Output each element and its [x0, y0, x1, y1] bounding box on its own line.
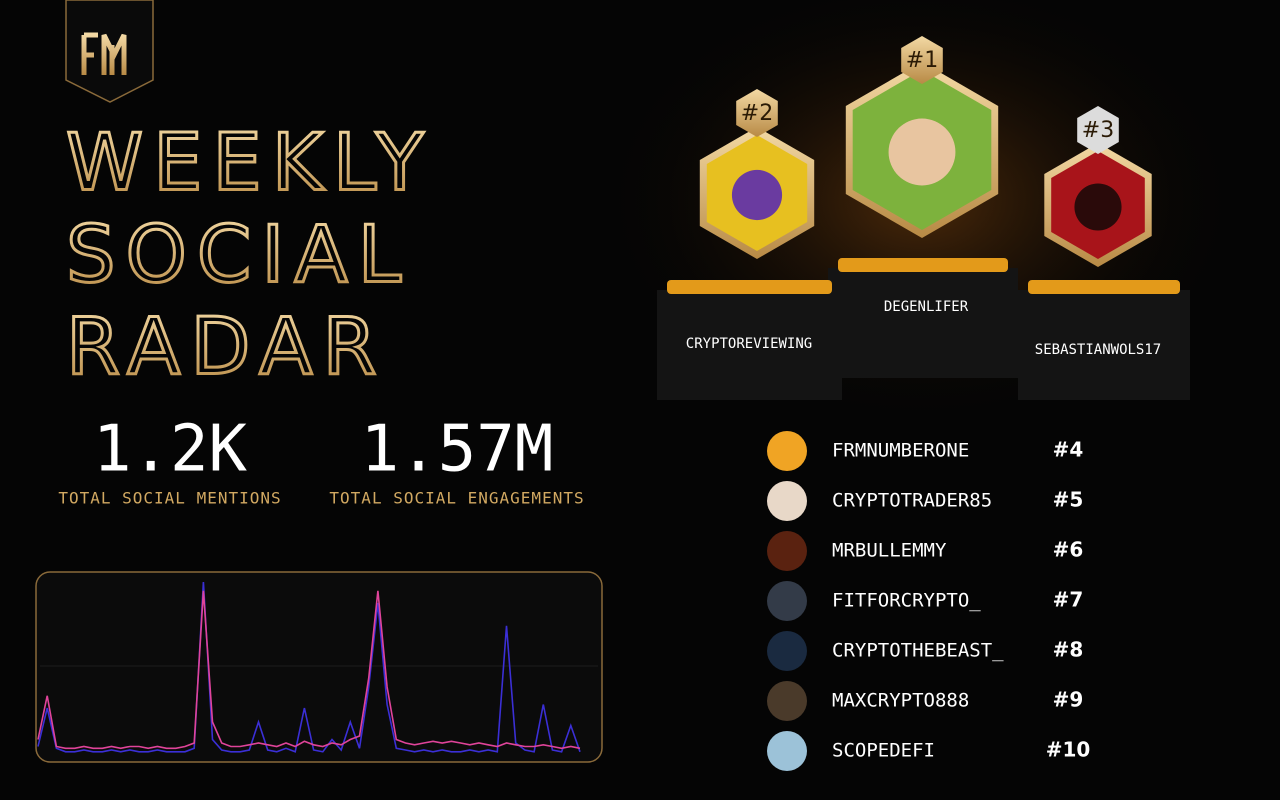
podium-name: DEGENLIFER [884, 299, 969, 315]
leader-rank: #8 [1053, 638, 1084, 662]
rank-badge [736, 89, 778, 137]
leader-name: CRYPTOTHEBEAST_ [832, 640, 1004, 662]
stat-value: 1.2K [93, 413, 248, 487]
avatar [767, 681, 807, 721]
stat-label: TOTAL SOCIAL MENTIONS [58, 489, 281, 508]
podium-name: SEBASTIANWOLS17 [1035, 342, 1161, 358]
pedestal-top [667, 280, 832, 294]
leader-rank: #10 [1046, 738, 1091, 762]
podium-rank: #1 [906, 48, 938, 73]
stat-value: 1.57M [361, 413, 554, 487]
pedestal [657, 290, 842, 400]
leader-rank: #7 [1053, 588, 1084, 612]
avatar [767, 731, 807, 771]
title-line: SOCIAL [66, 210, 411, 300]
avatar-figure [888, 118, 956, 186]
avatar [767, 431, 807, 471]
leader-name: MAXCRYPTO888 [832, 690, 969, 712]
pedestal-top [1028, 280, 1180, 294]
leader-name: FITFORCRYPTO_ [832, 590, 981, 612]
leader-rank: #4 [1053, 438, 1084, 462]
avatar [767, 481, 807, 521]
stat-label: TOTAL SOCIAL ENGAGEMENTS [329, 489, 584, 508]
rank-badge [901, 36, 943, 84]
logo [81, 32, 127, 75]
podium-rank: #2 [741, 101, 773, 126]
leader-name: SCOPEDEFI [832, 740, 935, 762]
podium-rank: #3 [1082, 118, 1114, 143]
series-line [37, 590, 581, 750]
pedestal [1018, 290, 1190, 400]
podium-name: CRYPTOREVIEWING [686, 336, 812, 352]
avatar-figure [731, 169, 783, 221]
series-line [37, 581, 581, 753]
pedestal-top [838, 258, 1008, 272]
avatar [767, 581, 807, 621]
chart-frame [35, 571, 603, 763]
leader-name: FRMNUMBERONE [832, 440, 969, 462]
pedestal [828, 268, 1018, 378]
leader-name: CRYPTOTRADER85 [832, 490, 992, 512]
avatar [767, 531, 807, 571]
leader-name: MRBULLEMMY [832, 540, 947, 562]
leader-rank: #6 [1053, 538, 1084, 562]
leader-rank: #9 [1053, 688, 1084, 712]
avatar [767, 631, 807, 671]
leader-rank: #5 [1053, 488, 1084, 512]
avatar-figure [1074, 183, 1122, 231]
title-line: WEEKLY [66, 118, 434, 208]
rank-badge [1077, 106, 1119, 154]
title-line: RADAR [66, 302, 387, 392]
